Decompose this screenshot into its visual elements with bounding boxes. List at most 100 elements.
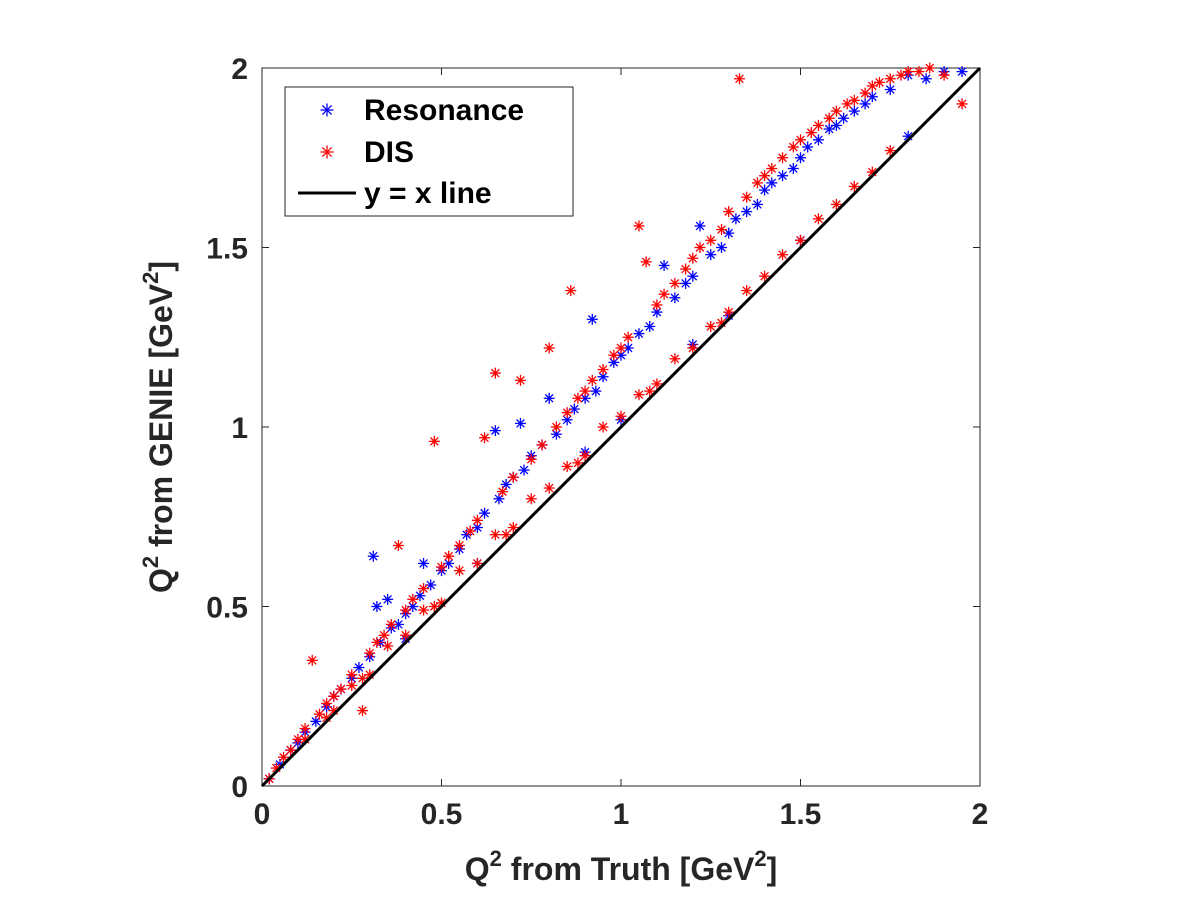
resonance-point [586,313,598,325]
resonance-point [382,593,394,605]
dis-point [777,152,789,164]
dis-point [687,252,699,264]
dis-point [572,392,584,404]
resonance-point [823,123,835,135]
resonance-point [669,292,681,304]
dis-point [723,206,735,218]
dis-point [464,525,476,537]
dis-point [489,529,501,541]
dis-point [335,683,347,695]
resonance-point [489,425,501,437]
resonance-point [859,98,871,110]
dis-point [514,374,526,386]
dis-point [615,342,627,354]
dis-point [597,421,609,433]
x-tick-label: 0 [254,798,271,831]
dis-point [733,73,745,85]
resonance-point [830,119,842,131]
x-tick-label: 0.5 [421,798,463,831]
dis-point [299,723,311,735]
dis-point [777,249,789,261]
resonance-point [884,84,896,96]
dis-point [741,285,753,297]
dis-point [759,170,771,182]
dis-point [633,220,645,232]
x-axis-label: Q2 from Truth [GeV2] [465,846,778,887]
dis-point [543,342,555,354]
dis-point [644,385,656,397]
dis-point [436,561,447,573]
dis-point [378,629,390,641]
y-tick-label: 2 [231,53,248,86]
y-tick-label: 1.5 [206,233,248,266]
dis-point [658,288,670,300]
resonance-point [371,601,383,612]
resonance-point [687,270,699,282]
resonance-point [956,66,968,78]
dis-point [823,112,835,124]
resonance-point [514,417,526,429]
dis-point [346,679,358,691]
resonance-point [590,385,602,397]
resonance-point [759,184,771,196]
dis-point [694,242,706,253]
data-marks [260,62,982,788]
dis-point [443,550,455,562]
dis-point [669,277,681,289]
dis-point [741,191,753,203]
dis-point [525,493,537,505]
dis-point [306,654,318,666]
resonance-point [633,328,645,340]
dis-point [489,367,501,379]
resonance-point [367,550,379,562]
resonance-point [418,557,430,569]
dis-point [812,213,824,225]
dis-point [385,618,397,630]
resonance-point [730,213,742,225]
dis-point [321,697,333,709]
resonance-point [751,198,763,210]
dis-point [848,94,860,106]
resonance-point [741,206,753,218]
dis-point [428,435,440,447]
dis-point [392,539,404,551]
resonance-point [353,662,365,674]
dis-point [608,349,620,361]
resonance-point [518,464,530,476]
dis-point [471,514,483,526]
dis-point [597,364,609,376]
dis-point [759,270,771,282]
dis-point [453,539,465,551]
resonance-point [705,249,717,261]
dis-point [913,66,925,78]
dis-point [651,299,663,311]
dis-point [938,69,950,81]
dis-point [471,557,483,569]
dis-point [536,439,548,451]
y-axis-label: Q2 from GENIE [GeV2] [138,261,179,593]
dis-point [364,647,376,659]
dis-point [956,98,968,110]
resonance-point [680,277,692,289]
resonance-point [838,112,850,124]
resonance-point [543,392,555,404]
legend-item-resonance: Resonance [320,94,524,127]
dis-point [579,385,591,397]
dis-point [561,407,573,419]
dis-point [400,604,412,616]
legend-item-yx-line: y = x line [298,177,492,210]
resonance-point [644,320,656,332]
dis-point [680,263,692,275]
resonance-point [550,428,562,440]
dis-point [346,669,358,681]
y-tick-label: 0 [231,771,248,804]
dis-point [565,285,577,297]
dis-point [371,636,383,648]
dis-point [669,353,681,365]
dis-point [751,177,763,189]
legend: Resonance DIS y = x line [284,86,574,217]
dis-point [497,486,509,498]
legend-asterisk-dis [320,145,334,159]
legend-label-resonance: Resonance [364,94,524,127]
dis-point [357,705,369,717]
